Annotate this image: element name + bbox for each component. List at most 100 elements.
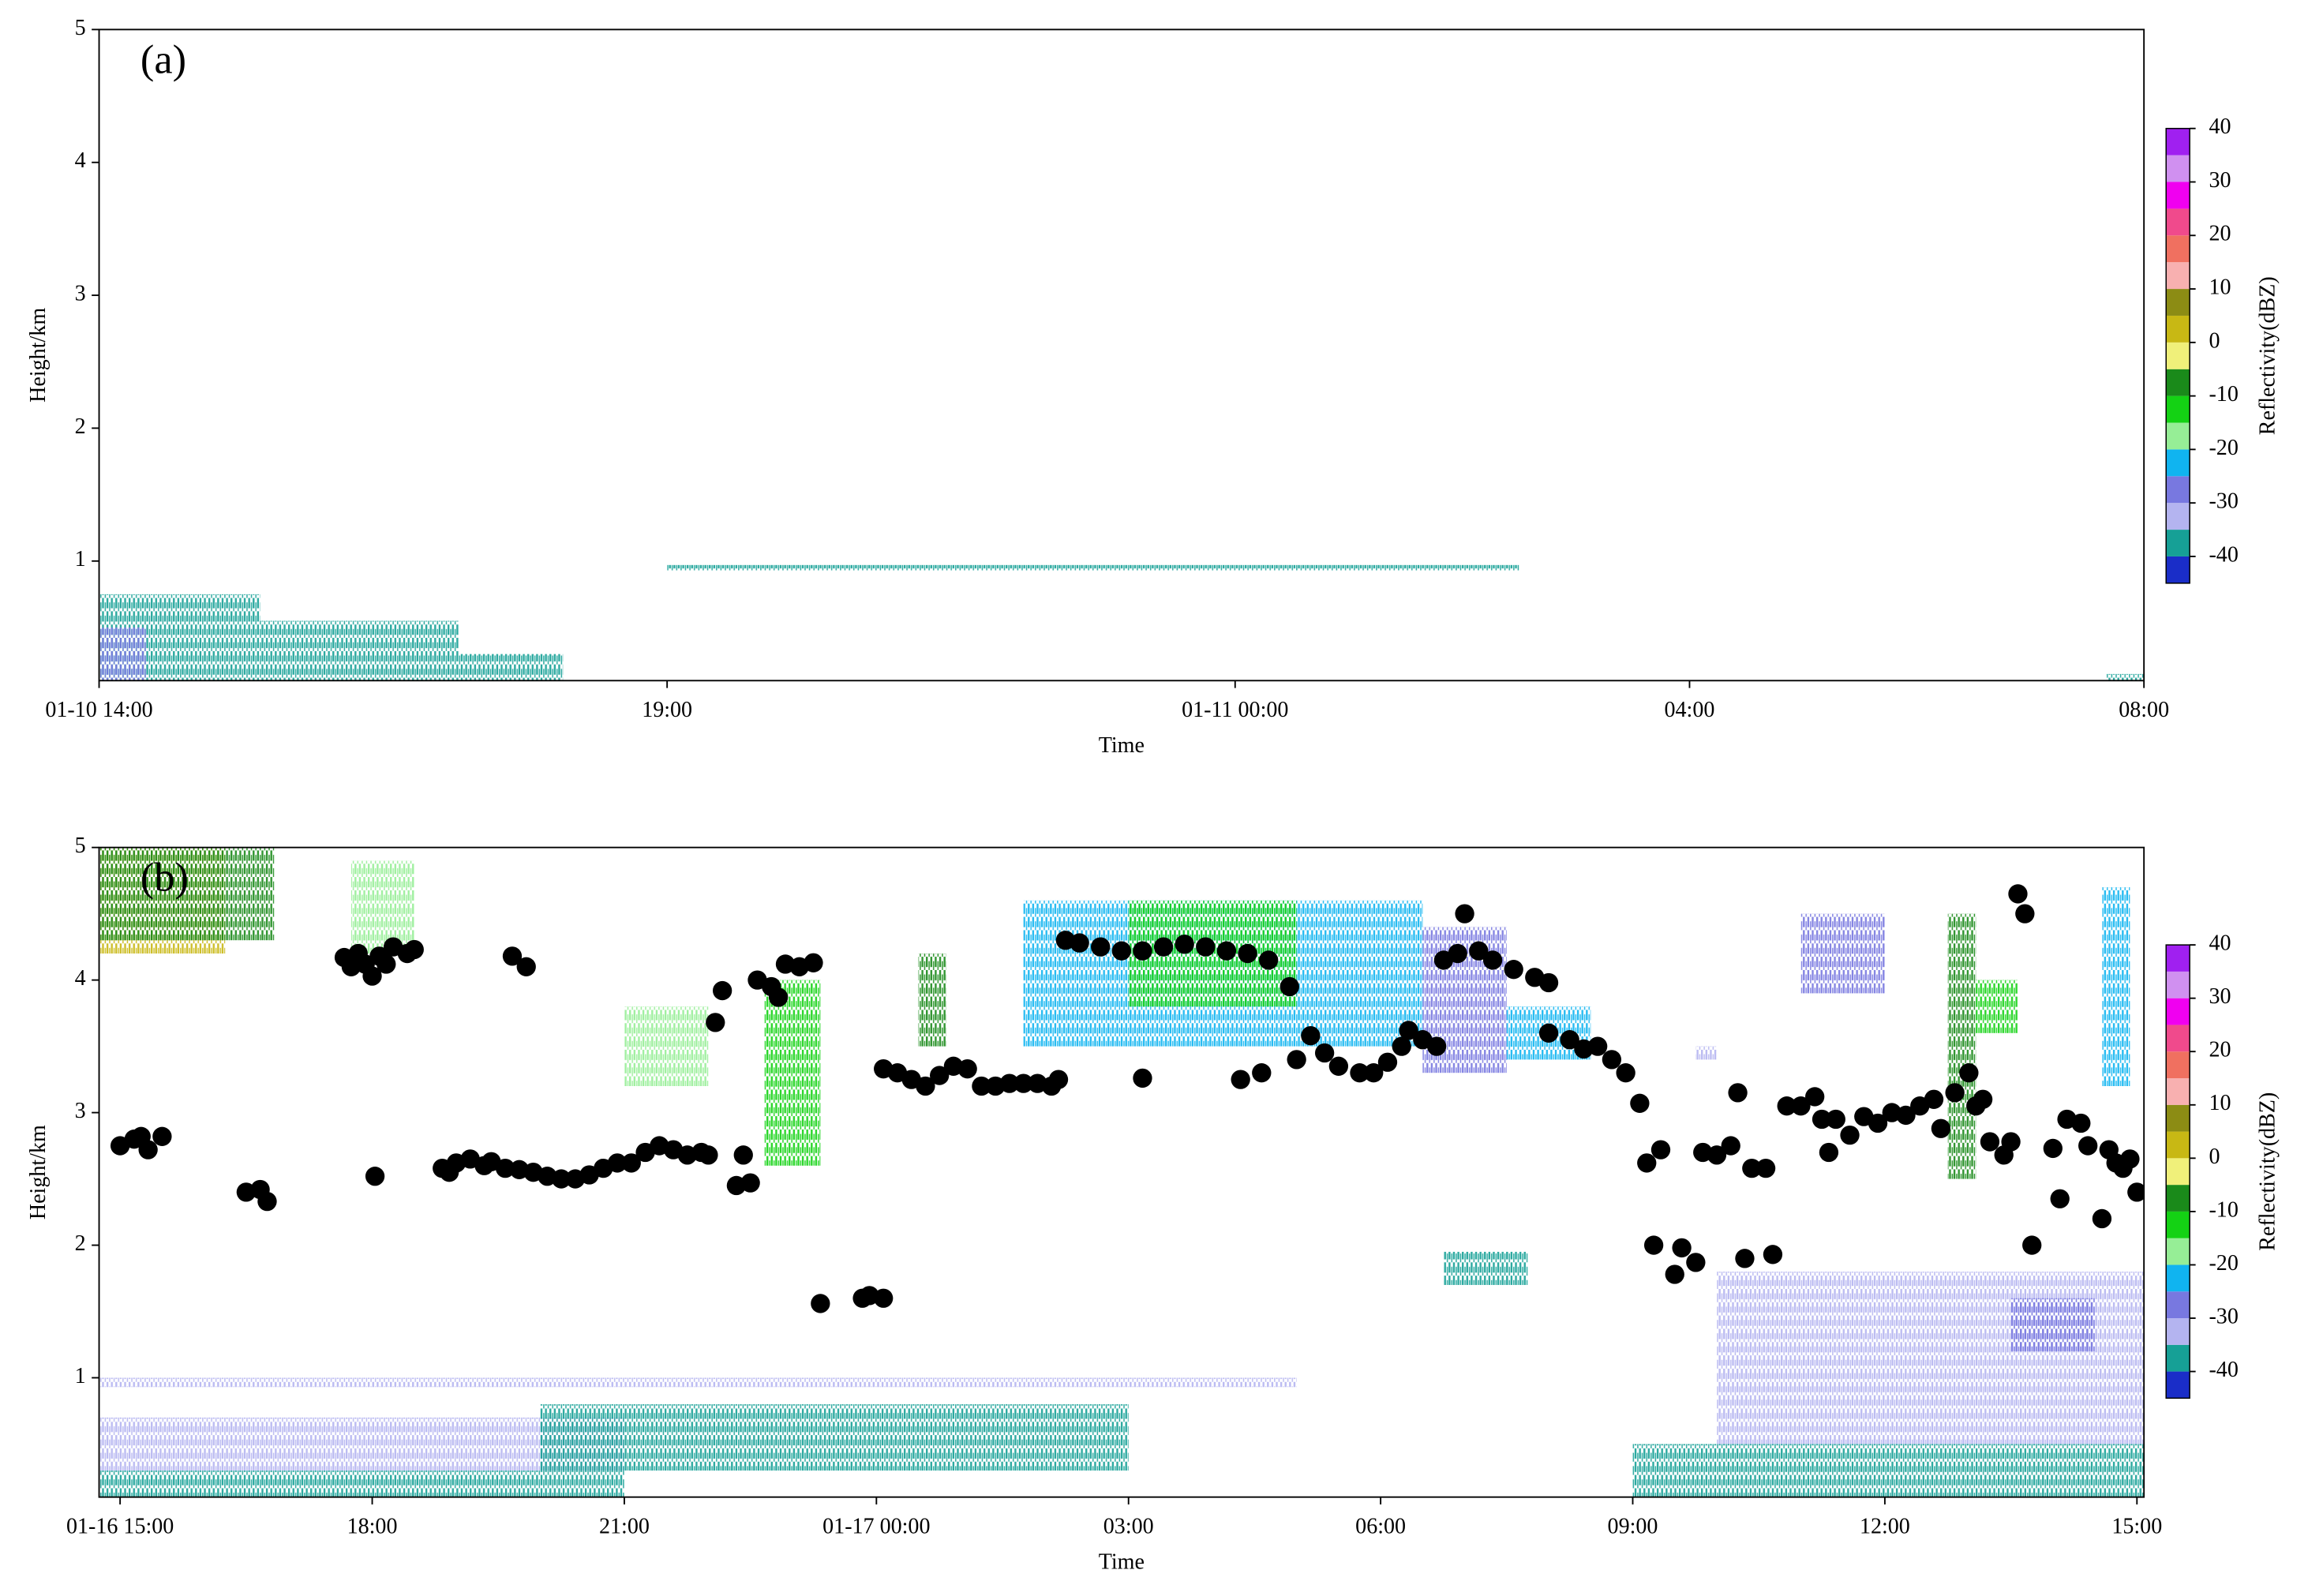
data-point (495, 1158, 515, 1178)
colorbar-bin (2166, 342, 2190, 369)
colorbar-tick-label: -20 (2209, 436, 2238, 460)
echo-patch (99, 847, 226, 941)
echo-patch (1716, 1272, 2145, 1444)
panel-label: (b) (141, 855, 189, 901)
data-point (1665, 1264, 1684, 1284)
data-point (740, 1173, 760, 1193)
colorbar-bin (2166, 530, 2190, 556)
echo-patch (1695, 1046, 1717, 1060)
colorbar-bin (2166, 262, 2190, 290)
data-point (1196, 937, 1216, 957)
plot-area (99, 564, 2145, 681)
colorbar-bin (2166, 998, 2190, 1025)
data-point (999, 1073, 1020, 1093)
data-point (1945, 1083, 1965, 1103)
colorbar-bin (2166, 1131, 2190, 1159)
data-point (2043, 1138, 2063, 1159)
data-point (362, 966, 382, 986)
y-tick-label: 2 (75, 414, 86, 439)
data-point (1538, 972, 1559, 993)
colorbar-label: Reflectivity(dBZ) (2256, 1092, 2280, 1251)
data-point (1973, 1089, 1993, 1109)
colorbar-tick-label: -30 (2209, 489, 2238, 514)
colorbar-bin (2166, 208, 2190, 236)
x-axis-label: Time (1099, 1549, 1145, 1574)
data-point (2092, 1208, 2112, 1229)
data-point (811, 1294, 830, 1313)
data-point (1448, 943, 1467, 964)
colorbar-tick-label: 20 (2209, 222, 2231, 246)
x-axis-label: Time (1099, 733, 1145, 758)
data-point (1328, 1056, 1349, 1076)
data-point (1686, 1253, 1706, 1272)
x-tick-label: 21:00 (599, 1514, 650, 1538)
y-tick-label: 5 (75, 16, 86, 40)
data-point (1455, 904, 1474, 924)
data-point (607, 1153, 628, 1173)
data-point (1377, 1052, 1398, 1072)
colorbar-tick-label: -30 (2209, 1304, 2238, 1328)
data-point (972, 1076, 991, 1096)
data-point (1153, 937, 1174, 957)
data-point (1287, 1050, 1306, 1070)
colorbar-bin (2166, 235, 2190, 263)
data-point (1931, 1118, 1951, 1138)
colorbar-frame (2165, 944, 2190, 1399)
data-point (1826, 1109, 1845, 1130)
x-tick-label: 01-17 00:00 (822, 1514, 930, 1538)
echo-patch (764, 980, 821, 1166)
data-point (1755, 1158, 1776, 1178)
x-tick-label: 12:00 (1860, 1514, 1910, 1538)
colorbar-tick-label: 0 (2209, 1145, 2220, 1169)
data-point (804, 953, 823, 972)
data-point (1013, 1073, 1033, 1093)
colorbar-bin (2166, 155, 2190, 182)
data-point (1707, 1145, 1727, 1165)
colorbar-bin (2166, 1051, 2190, 1079)
data-point (1587, 1036, 1608, 1056)
data-point (1469, 941, 1489, 961)
data-point (502, 946, 523, 966)
data-point (1259, 950, 1279, 970)
colorbar-bin (2166, 1291, 2190, 1319)
y-axis-label: Height/km (26, 308, 51, 403)
x-tick-label: 04:00 (1665, 698, 1715, 722)
x-tick-label: 03:00 (1103, 1514, 1154, 1538)
echo-patch (2010, 1298, 2096, 1351)
data-point (712, 980, 732, 1001)
data-point (768, 987, 789, 1007)
data-point (1721, 1136, 1740, 1156)
colorbar-bin (2166, 503, 2190, 530)
colorbar-bin (2166, 476, 2190, 504)
echo-patch (2106, 673, 2145, 681)
data-point (1252, 1063, 1272, 1083)
colorbar-tick-label: 20 (2209, 1038, 2231, 1062)
echo-patch (667, 564, 1519, 571)
data-point (1602, 1050, 1622, 1070)
echo-patch (1976, 980, 2018, 1033)
data-point (1742, 1158, 1762, 1178)
data-point (733, 1145, 753, 1165)
data-point (1650, 1140, 1671, 1160)
plot-frame (98, 28, 2145, 682)
x-tick-label: 15:00 (2111, 1514, 2162, 1538)
y-tick-label: 5 (75, 834, 86, 858)
colorbar-tick-label: 10 (2209, 275, 2231, 300)
data-point (1482, 950, 1503, 970)
data-point (930, 1066, 950, 1085)
echo-patch (99, 1377, 1297, 1388)
colorbar-bin (2166, 395, 2190, 423)
x-tick-label: 01-10 14:00 (45, 698, 152, 722)
y-tick-label: 4 (75, 148, 86, 173)
colorbar-bin (2166, 1318, 2190, 1345)
data-point (706, 1013, 725, 1032)
data-point (916, 1076, 935, 1096)
data-point (2008, 884, 2028, 904)
data-point (1560, 1030, 1579, 1050)
colorbar-bin (2166, 1264, 2190, 1292)
echo-patch (1632, 1444, 2145, 1497)
colorbar-bin (2166, 369, 2190, 396)
echo-patch (1800, 913, 1885, 994)
echo-patch (260, 620, 459, 681)
